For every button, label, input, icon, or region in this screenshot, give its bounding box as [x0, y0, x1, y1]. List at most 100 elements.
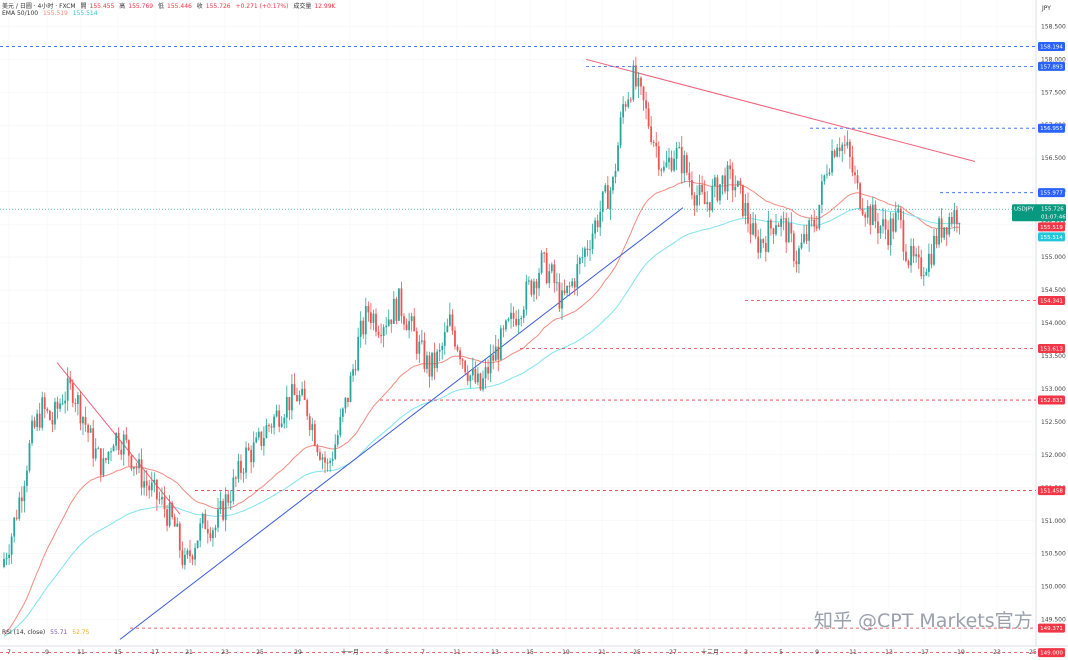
candle-body [823, 175, 826, 182]
candle-body [181, 550, 184, 565]
candle-body [301, 388, 303, 395]
candle-body [382, 327, 385, 337]
candle-body [507, 319, 510, 321]
candle-body [545, 252, 548, 284]
candle-body [288, 397, 291, 411]
candle-body [349, 375, 352, 402]
candle-body [364, 306, 367, 335]
candle-body [887, 229, 890, 246]
candle-body [245, 447, 247, 473]
candle-body [762, 239, 765, 243]
candle-body [813, 219, 816, 227]
candle-body [375, 313, 377, 332]
candle-body [685, 155, 688, 173]
candle-body [461, 359, 464, 361]
red-level-tag-text: 152.831 [1040, 398, 1063, 404]
candle-body [494, 346, 497, 361]
candle-body [927, 253, 930, 272]
candle-body [696, 195, 698, 206]
chart-header: 美元 / 日圆 · 4小时 · FXCM 開 155.455 高 155.769 低… [2, 1, 338, 10]
candle-body [713, 177, 716, 187]
candle-body [798, 248, 800, 265]
candle-body [948, 216, 951, 235]
rsi-legend[interactable]: RSI (14, close) 55.71 52.75 [2, 629, 92, 636]
ema-legend[interactable]: EMA 50/100 155.519 155.514 [2, 10, 101, 17]
high-label: 高 [119, 3, 126, 10]
red-level-tag-text: 149.371 [1040, 626, 1063, 632]
candle-body [675, 147, 678, 159]
candle-body [161, 496, 163, 500]
candle-body [576, 264, 579, 288]
candle-body [186, 550, 189, 555]
candle-body [810, 219, 813, 221]
candle-body [950, 216, 953, 224]
x-tick-label: 25 [256, 649, 264, 656]
candle-body [56, 401, 59, 409]
candle-body [316, 445, 319, 453]
candle-body [89, 428, 92, 433]
candle-body [148, 485, 151, 491]
candle-body [624, 104, 627, 107]
countdown-tag-text: 01:07:46 [1041, 215, 1066, 221]
candle-body [566, 285, 568, 294]
candle-body [510, 312, 512, 320]
candle-body [609, 190, 612, 209]
candle-body [262, 437, 265, 446]
candle-body [879, 226, 882, 234]
x-tick-label: 11 [453, 649, 461, 656]
candle-body [902, 220, 905, 252]
candle-body [166, 509, 168, 526]
price-axis[interactable]: 158.500158.000157.500157.000156.500156.0… [1012, 23, 1066, 658]
candle-body [420, 340, 423, 342]
candle-body [237, 460, 240, 479]
candle-body [640, 77, 642, 87]
candle-body [795, 261, 798, 265]
candle-body [571, 281, 574, 287]
candle-body [892, 218, 895, 232]
candle-body [512, 312, 515, 319]
time-axis[interactable]: 7 9 11 15 17 21 23 25 29 十一月 5 7 11 13 15 19 21 25 27 十二月 3 5… [7, 648, 1037, 656]
candle-body [357, 336, 360, 371]
candle-body [392, 298, 395, 324]
candle-body [61, 403, 64, 405]
candle-body [319, 452, 321, 460]
candle-body [540, 252, 543, 273]
candle-body [51, 420, 54, 425]
candle-body [54, 401, 56, 425]
candle-body [240, 460, 242, 473]
candle-body [377, 331, 380, 336]
candle-body [347, 397, 349, 402]
candle-body [606, 185, 609, 209]
candle-body [443, 332, 446, 346]
x-tick-label: 13 [491, 649, 499, 656]
candle-body [71, 383, 74, 404]
y-tick-label: 158.000 [1041, 56, 1066, 63]
x-tick-label: 25 [633, 649, 641, 656]
candle-body [293, 384, 296, 396]
candle-body [525, 281, 528, 310]
candle-body [298, 394, 301, 402]
candle-body [859, 183, 861, 209]
candle-body [489, 355, 492, 374]
candle-body [285, 397, 288, 418]
candle-body [227, 494, 230, 503]
candle-body [82, 417, 84, 424]
candle-body [87, 424, 89, 433]
candle-body [117, 433, 120, 450]
candle-body [701, 184, 704, 192]
candle-body [815, 226, 818, 229]
candle-body [448, 314, 451, 326]
candle-body [846, 141, 849, 146]
candle-body [26, 470, 28, 486]
candle-body [828, 172, 831, 175]
candle-body [303, 388, 306, 401]
candle-body [729, 165, 732, 170]
candle-body [940, 218, 943, 238]
last-price-tag-text: 155.726 [1041, 207, 1064, 213]
x-tick-label: 7 [421, 649, 425, 656]
candle-body [33, 420, 36, 428]
blue-level-tag-text: 156.955 [1040, 126, 1063, 132]
candle-body [224, 494, 227, 520]
